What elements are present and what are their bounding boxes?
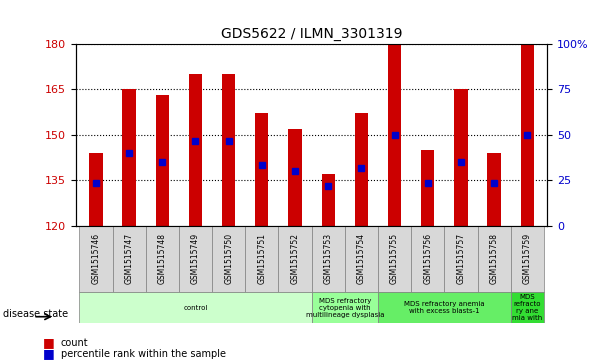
Bar <box>520 44 534 226</box>
Text: GSM1515756: GSM1515756 <box>423 233 432 285</box>
Bar <box>454 89 468 226</box>
Bar <box>89 153 103 226</box>
Text: GSM1515749: GSM1515749 <box>191 233 200 285</box>
Text: GSM1515752: GSM1515752 <box>291 233 300 284</box>
Text: ■: ■ <box>43 337 54 350</box>
Bar <box>388 44 401 226</box>
Bar <box>122 89 136 226</box>
Bar <box>156 95 169 226</box>
Text: GSM1515750: GSM1515750 <box>224 233 233 285</box>
Text: GSM1515759: GSM1515759 <box>523 233 532 285</box>
Text: GSM1515746: GSM1515746 <box>91 233 100 285</box>
Text: MDS
refracto
ry ane
mia with: MDS refracto ry ane mia with <box>512 294 542 321</box>
Text: GSM1515748: GSM1515748 <box>158 233 167 284</box>
Text: count: count <box>61 338 88 348</box>
FancyBboxPatch shape <box>511 226 544 292</box>
Bar <box>222 74 235 226</box>
FancyBboxPatch shape <box>146 226 179 292</box>
Text: GSM1515753: GSM1515753 <box>323 233 333 285</box>
FancyBboxPatch shape <box>378 292 511 323</box>
Text: GSM1515747: GSM1515747 <box>125 233 134 285</box>
FancyBboxPatch shape <box>311 226 345 292</box>
Text: MDS refractory
cytopenia with
multilineage dysplasia: MDS refractory cytopenia with multilinea… <box>306 298 384 318</box>
Text: disease state: disease state <box>3 309 68 319</box>
FancyBboxPatch shape <box>179 226 212 292</box>
FancyBboxPatch shape <box>212 226 245 292</box>
Bar <box>354 113 368 226</box>
FancyBboxPatch shape <box>112 226 146 292</box>
Text: control: control <box>183 305 208 310</box>
FancyBboxPatch shape <box>444 226 477 292</box>
Bar <box>255 113 269 226</box>
Text: MDS refractory anemia
with excess blasts-1: MDS refractory anemia with excess blasts… <box>404 301 485 314</box>
FancyBboxPatch shape <box>378 226 411 292</box>
FancyBboxPatch shape <box>511 292 544 323</box>
FancyBboxPatch shape <box>79 292 311 323</box>
Text: GSM1515758: GSM1515758 <box>489 233 499 284</box>
Text: percentile rank within the sample: percentile rank within the sample <box>61 349 226 359</box>
FancyBboxPatch shape <box>278 226 311 292</box>
Title: GDS5622 / ILMN_3301319: GDS5622 / ILMN_3301319 <box>221 27 402 41</box>
Bar <box>488 153 501 226</box>
FancyBboxPatch shape <box>345 226 378 292</box>
FancyBboxPatch shape <box>477 226 511 292</box>
Bar <box>421 150 434 226</box>
Bar <box>322 174 335 226</box>
Text: GSM1515754: GSM1515754 <box>357 233 366 285</box>
Text: ■: ■ <box>43 347 54 360</box>
Bar <box>189 74 202 226</box>
FancyBboxPatch shape <box>311 292 378 323</box>
Text: GSM1515755: GSM1515755 <box>390 233 399 285</box>
Text: GSM1515757: GSM1515757 <box>457 233 465 285</box>
FancyBboxPatch shape <box>411 226 444 292</box>
FancyBboxPatch shape <box>79 226 112 292</box>
FancyBboxPatch shape <box>245 226 278 292</box>
Bar <box>288 129 302 226</box>
Text: GSM1515751: GSM1515751 <box>257 233 266 284</box>
